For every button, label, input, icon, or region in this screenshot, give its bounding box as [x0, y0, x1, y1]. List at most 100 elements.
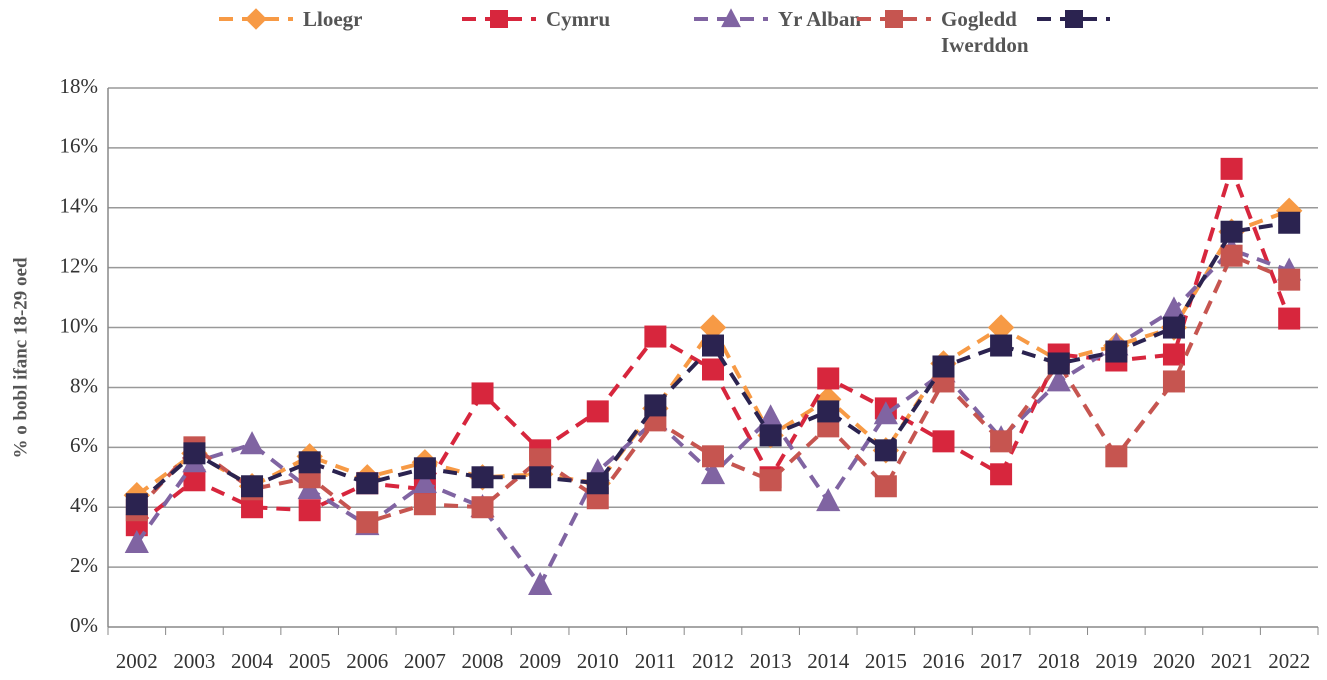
marker: [1046, 368, 1071, 392]
marker: [241, 496, 264, 519]
y-tick-label: 2%: [70, 553, 98, 577]
marker: [298, 499, 321, 522]
marker: [932, 430, 955, 453]
x-tick-label: 2005: [289, 649, 331, 673]
x-tick-label: 2013: [750, 649, 792, 673]
marker: [990, 334, 1013, 357]
y-tick-label: 18%: [60, 74, 99, 98]
marker: [471, 382, 494, 405]
legend-item: Yr Alban: [690, 6, 861, 32]
x-tick-label: 2014: [807, 649, 850, 673]
marker: [817, 400, 840, 423]
x-tick-label: 2012: [692, 649, 734, 673]
marker: [702, 445, 724, 468]
y-tick-label: 10%: [60, 313, 99, 337]
marker: [1162, 316, 1185, 339]
legend-label: Gogledd Iwerddon: [941, 7, 1029, 57]
marker: [586, 472, 609, 495]
marker: [885, 10, 903, 28]
marker: [816, 488, 841, 512]
y-tick-label: 6%: [70, 433, 98, 457]
x-tick-label: 2022: [1268, 649, 1310, 673]
legend-label: Cymru: [546, 7, 611, 31]
marker: [644, 394, 667, 417]
legend-label: Yr Alban: [778, 7, 862, 31]
marker: [356, 472, 379, 495]
x-tick-label: 2018: [1038, 649, 1080, 673]
x-tick-label: 2010: [577, 649, 619, 673]
marker: [529, 448, 552, 471]
marker: [990, 430, 1013, 453]
marker: [702, 358, 724, 381]
x-tick-label: 2015: [865, 649, 907, 673]
legend-item: Gogledd Iwerddon: [853, 6, 1056, 58]
marker: [1065, 10, 1083, 28]
marker: [413, 457, 436, 480]
y-tick-label: 12%: [60, 253, 99, 277]
marker: [700, 461, 726, 485]
marker: [245, 8, 267, 30]
marker: [1105, 445, 1128, 468]
legend-swatch: [857, 10, 931, 28]
marker: [528, 571, 553, 595]
marker: [183, 469, 206, 492]
marker: [1105, 340, 1128, 363]
marker: [1220, 244, 1243, 267]
marker: [758, 404, 783, 428]
y-tick-label: 4%: [70, 493, 98, 517]
marker: [987, 314, 1015, 341]
x-tick-label: 2019: [1095, 649, 1137, 673]
marker: [490, 10, 508, 28]
x-tick-label: 2011: [635, 649, 676, 673]
y-axis-label: % o bobl ifanc 18-29 oed: [10, 257, 31, 459]
marker: [1220, 157, 1243, 180]
legend-label: Lloegr: [303, 7, 363, 31]
series-line: [135, 247, 1290, 589]
legend-swatch: [462, 10, 536, 28]
y-tick-label: 8%: [70, 373, 98, 397]
legend-item: Lloegr: [215, 6, 362, 32]
x-tick-label: 2009: [519, 649, 561, 673]
marker: [759, 424, 782, 447]
marker: [990, 463, 1013, 486]
marker: [356, 511, 379, 534]
marker: [125, 493, 148, 516]
legend-swatch: [694, 8, 768, 28]
marker: [412, 470, 438, 494]
legend-item: Cymru: [458, 6, 610, 32]
marker: [817, 367, 840, 390]
marker: [529, 466, 552, 489]
marker: [183, 442, 206, 465]
x-tick-label: 2016: [922, 649, 964, 673]
y-tick-label: 14%: [60, 194, 99, 218]
legend-swatch: [219, 8, 293, 30]
marker: [759, 469, 782, 492]
marker: [702, 334, 724, 357]
marker: [1162, 370, 1185, 393]
legend-swatch: [1037, 10, 1110, 28]
y-tick-label: 16%: [60, 134, 99, 158]
x-tick-label: 2017: [980, 649, 1022, 673]
marker: [644, 325, 667, 348]
marker: [699, 314, 727, 341]
marker: [124, 529, 149, 554]
marker: [874, 475, 897, 498]
marker: [586, 400, 609, 423]
y-tick-label: 0%: [70, 613, 98, 637]
x-tick-label: 2004: [231, 649, 274, 673]
x-tick-label: 2021: [1211, 649, 1253, 673]
marker: [1278, 268, 1301, 291]
marker: [471, 496, 494, 519]
x-tick-label: 2003: [173, 649, 215, 673]
x-tick-label: 2008: [462, 649, 504, 673]
legend-item: DU: [1033, 6, 1110, 32]
marker: [413, 493, 436, 516]
x-tick-label: 2020: [1153, 649, 1195, 673]
marker: [815, 386, 842, 413]
marker: [471, 466, 494, 489]
marker: [874, 439, 897, 462]
marker: [1278, 211, 1301, 234]
marker: [932, 355, 955, 378]
